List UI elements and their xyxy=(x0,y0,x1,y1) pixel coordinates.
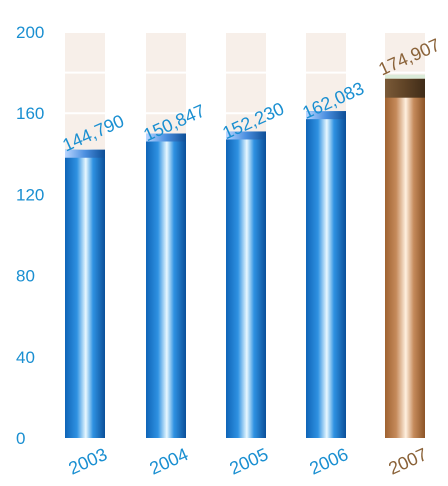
y-axis-ticks: 0 40 80 120 160 200 xyxy=(16,23,44,448)
y-tick-label-160: 160 xyxy=(16,104,44,123)
x-tick-label-2003: 2003 xyxy=(65,444,110,479)
bar-2007 xyxy=(385,78,425,438)
bar-2006 xyxy=(306,111,346,439)
x-tick-label-2004: 2004 xyxy=(146,444,191,479)
bar-2005 xyxy=(226,131,266,438)
y-tick-label-200: 200 xyxy=(16,23,44,42)
bar-cap-2006 xyxy=(306,111,346,120)
x-tick-label-2007: 2007 xyxy=(385,444,430,479)
bar-2004 xyxy=(146,133,186,438)
y-tick-label-120: 120 xyxy=(16,185,44,204)
y-tick-label-0: 0 xyxy=(16,429,25,448)
bar-layer xyxy=(65,74,425,439)
bar-cap-2003 xyxy=(65,149,105,158)
x-axis-categories: 2003 2004 2005 2006 2007 xyxy=(65,444,430,479)
y-tick-label-80: 80 xyxy=(16,267,35,286)
bar-cap-2005 xyxy=(226,131,266,140)
x-tick-label-2006: 2006 xyxy=(306,444,351,479)
bar-2003 xyxy=(65,149,105,439)
bar-cap-2007 xyxy=(385,78,425,98)
bar-accent-2007 xyxy=(385,74,425,79)
x-tick-label-2005: 2005 xyxy=(226,444,271,479)
y-tick-label-40: 40 xyxy=(16,348,35,367)
bar-cap-2004 xyxy=(146,133,186,142)
